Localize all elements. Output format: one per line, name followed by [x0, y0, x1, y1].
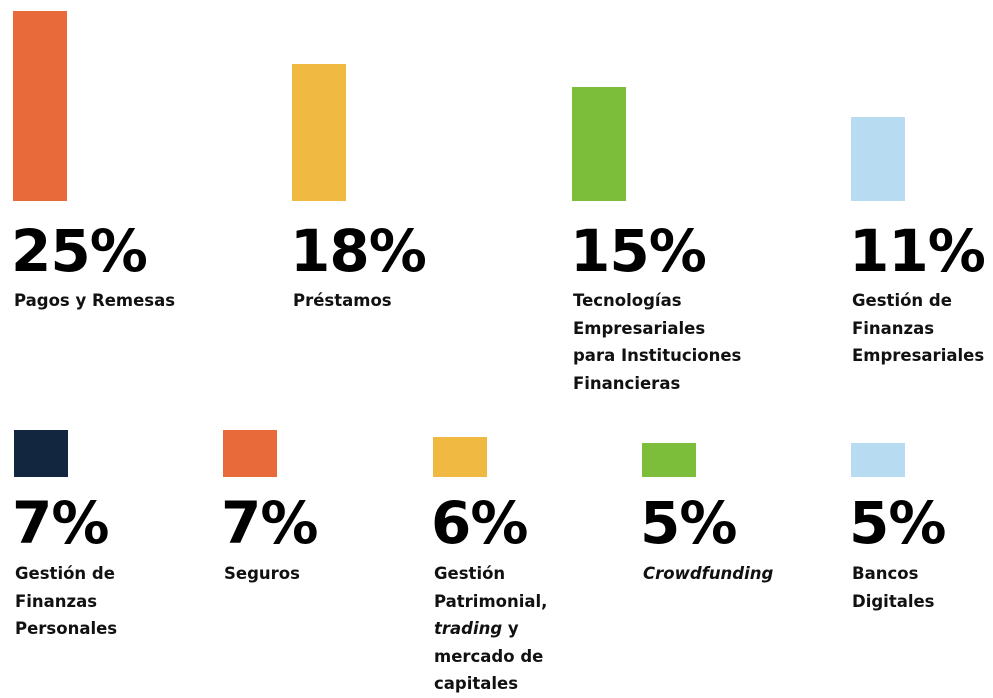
- category-label-text: Empresariales: [573, 318, 706, 338]
- category-label-line: mercado de: [434, 643, 547, 671]
- category-label-line: Gestión de: [852, 287, 984, 315]
- category-label-text: mercado de: [434, 646, 544, 666]
- category-label-line: Crowdfunding: [643, 560, 773, 588]
- category-label-text: Bancos: [852, 564, 919, 583]
- category-label: Tecnologías Empresariales para Institucion…: [573, 287, 741, 397]
- category-label-text: Finanzas: [15, 591, 98, 611]
- bar: [13, 11, 67, 201]
- category-label: Bancos Digitales: [852, 560, 935, 615]
- category-label-text: Préstamos: [293, 291, 392, 310]
- bar: [433, 437, 487, 477]
- value-label: 7%: [12, 489, 109, 557]
- category-label-text: Digitales: [852, 591, 935, 611]
- category-label-line: Tecnologías: [573, 287, 741, 315]
- category-label-text: Tecnologías: [573, 291, 682, 310]
- category-label-line: Pagos y Remesas: [14, 287, 175, 315]
- bar: [292, 64, 346, 201]
- category-label: Crowdfunding: [643, 560, 773, 588]
- bar: [642, 443, 696, 477]
- category-label: Gestión de Finanzas Empresariales: [852, 287, 984, 370]
- value-label: 15%: [570, 217, 707, 285]
- value-label: 5%: [640, 489, 737, 557]
- category-label-text: capitales: [434, 674, 519, 693]
- category-label-text: para Instituciones: [573, 346, 742, 365]
- category-label-line: Finanzas: [852, 315, 984, 343]
- category-label-line: Gestión: [434, 560, 547, 588]
- bar: [851, 117, 905, 201]
- value-label: 6%: [431, 489, 528, 557]
- category-label-text: Gestión de: [852, 291, 952, 310]
- category-label-text: Empresariales: [852, 346, 985, 365]
- category-label-line: Seguros: [224, 560, 300, 588]
- category-label-line: para Instituciones: [573, 342, 741, 370]
- category-label: Gestión de Finanzas Personales: [15, 560, 117, 643]
- category-label-line: Gestión de: [15, 560, 117, 588]
- category-label-text: trading: [434, 619, 503, 638]
- value-label: 11%: [849, 217, 986, 285]
- category-label: Seguros: [224, 560, 300, 588]
- category-label-text: Patrimonial,: [434, 591, 548, 611]
- bar: [223, 430, 277, 477]
- value-label: 25%: [11, 217, 148, 285]
- category-label: Préstamos: [293, 287, 392, 315]
- category-label-text: Gestión de: [15, 564, 115, 583]
- bar: [14, 430, 68, 477]
- category-label-line: trading y: [434, 615, 547, 643]
- category-label: Gestión Patrimonial, trading y mercado de ca…: [434, 560, 547, 698]
- category-label-text: Crowdfunding: [643, 564, 774, 583]
- value-label: 7%: [221, 489, 318, 557]
- category-label-line: Préstamos: [293, 287, 392, 315]
- category-label-text: y: [502, 619, 519, 638]
- category-label-text: Seguros: [224, 564, 300, 583]
- category-label-line: Empresariales: [852, 342, 984, 370]
- category-label-text: Pagos y Remesas: [14, 291, 176, 310]
- category-label-line: Finanzas: [15, 588, 117, 616]
- category-label: Pagos y Remesas: [14, 287, 175, 315]
- bar: [572, 87, 626, 201]
- category-label-line: capitales: [434, 670, 547, 698]
- category-label-line: Digitales: [852, 588, 935, 616]
- category-label-line: Financieras: [573, 370, 741, 398]
- value-label: 5%: [849, 489, 946, 557]
- category-label-text: Financieras: [573, 373, 681, 393]
- category-label-line: Bancos: [852, 560, 935, 588]
- category-label-text: Gestión: [434, 564, 506, 583]
- bar: [851, 443, 905, 477]
- category-label-text: Finanzas: [852, 318, 935, 338]
- category-label-line: Patrimonial,: [434, 588, 547, 616]
- category-label-line: Personales: [15, 615, 117, 643]
- value-label: 18%: [290, 217, 427, 285]
- category-label-text: Personales: [15, 619, 118, 638]
- category-label-line: Empresariales: [573, 315, 741, 343]
